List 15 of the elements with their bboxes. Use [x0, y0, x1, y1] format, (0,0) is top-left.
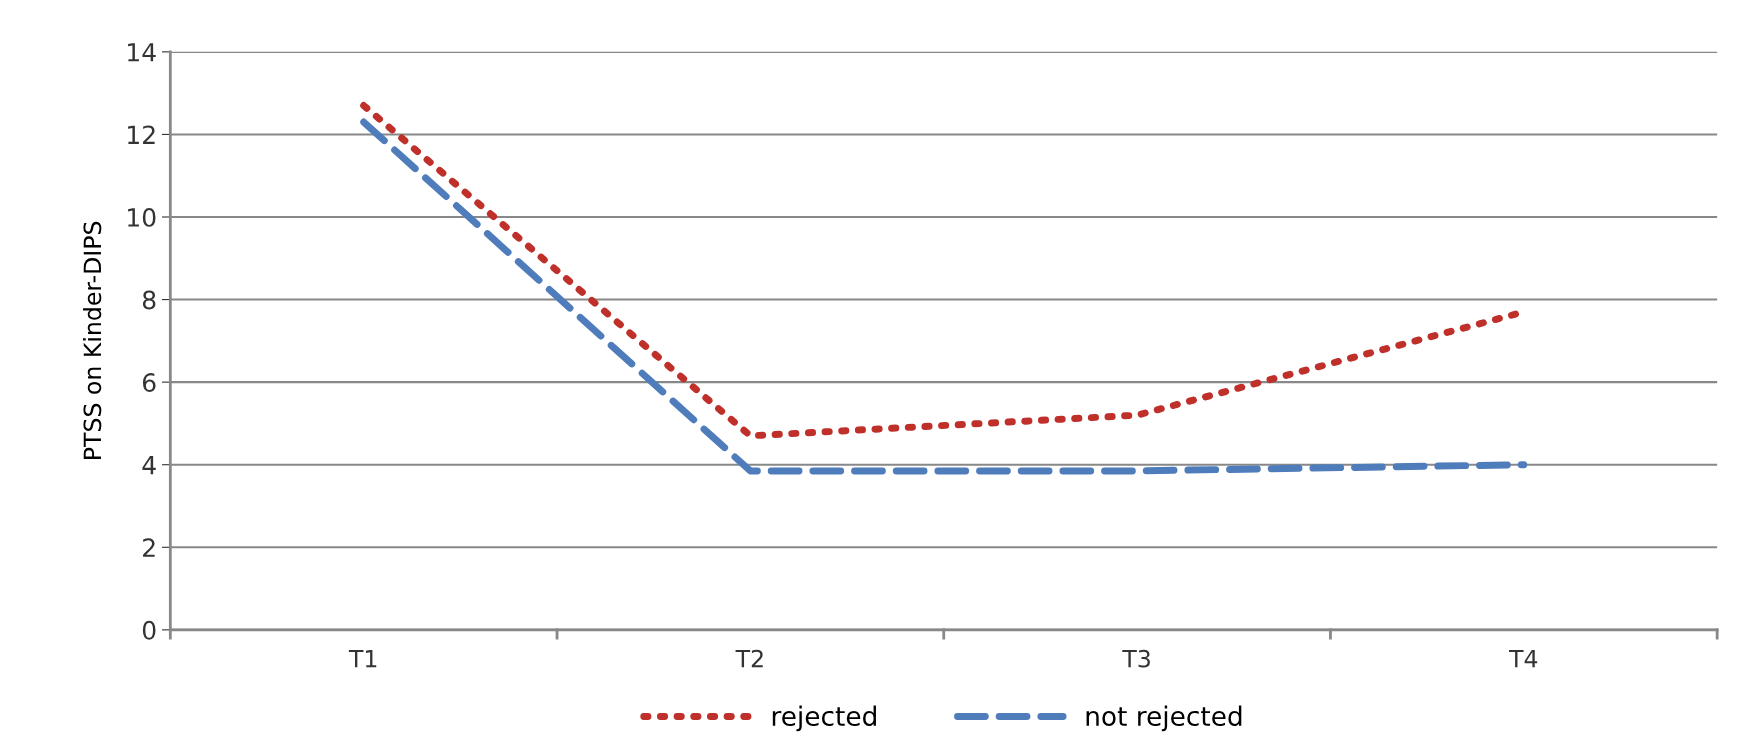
y-tick-label: 10 — [128, 207, 156, 227]
y-tick-label: 6 — [142, 373, 156, 392]
x-tick-label: T2 — [735, 649, 763, 668]
legend-label: not rejected — [1086, 705, 1242, 732]
legend-label: rejected — [772, 705, 876, 732]
y-tick-label: 14 — [128, 43, 156, 62]
y-tick-label: 4 — [142, 455, 156, 475]
y-tick-label: 8 — [142, 290, 156, 310]
y-axis-title: PTSS on Kinder-DIPS — [83, 221, 102, 459]
x-tick-label: T1 — [348, 650, 377, 668]
y-tick-label: 0 — [142, 620, 156, 640]
x-tick-label: T4 — [1509, 650, 1538, 668]
x-tick-label: T3 — [1122, 649, 1150, 668]
y-tick-label: 2 — [143, 538, 155, 557]
y-tick-label: 12 — [128, 125, 155, 144]
